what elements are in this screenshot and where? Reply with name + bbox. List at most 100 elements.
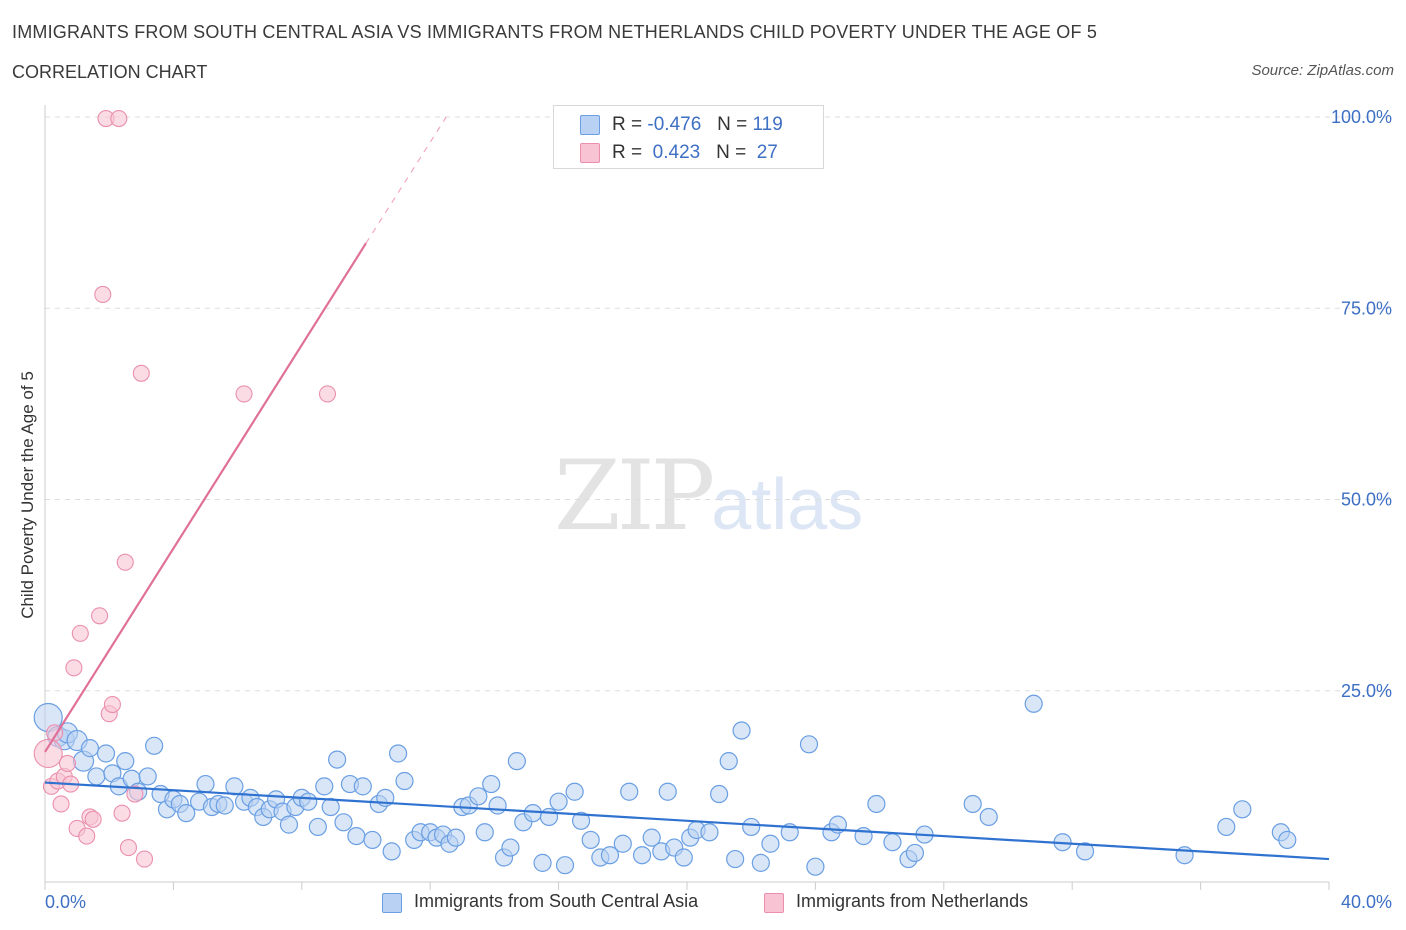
data-point-south-central-asia xyxy=(482,774,501,794)
grid-lines xyxy=(45,116,1389,692)
data-point-netherlands xyxy=(71,624,89,642)
data-point-south-central-asia xyxy=(719,752,738,771)
x-tick-label-max: 40.0% xyxy=(1341,892,1392,912)
data-point-south-central-asia xyxy=(315,777,334,796)
data-point-south-central-asia xyxy=(225,777,244,796)
y-tick-label: 50.0% xyxy=(1341,490,1392,510)
watermark: ZIPatlas xyxy=(554,440,863,552)
trend-line-south-central-asia xyxy=(44,781,1330,861)
n-value: 27 xyxy=(756,142,778,163)
legend-swatch-blue xyxy=(580,115,600,135)
data-point-south-central-asia xyxy=(539,807,559,827)
data-point-south-central-asia xyxy=(571,811,591,830)
data-point-netherlands xyxy=(135,850,154,868)
data-point-netherlands xyxy=(126,785,144,803)
data-point-south-central-asia xyxy=(867,794,886,814)
data-point-south-central-asia xyxy=(726,849,745,869)
bottom-legend-swatch-pink xyxy=(764,893,784,913)
data-point-south-central-asia xyxy=(1075,842,1095,861)
x-tick-label-min: 0.0% xyxy=(45,892,86,912)
series-south-central-asia xyxy=(33,694,1297,876)
bottom-legend-label: Immigrants from South Central Asia xyxy=(414,891,699,911)
data-point-south-central-asia xyxy=(905,843,925,863)
y-tick-label: 75.0% xyxy=(1341,298,1392,318)
data-point-south-central-asia xyxy=(700,823,719,842)
data-point-south-central-asia xyxy=(215,796,234,815)
data-point-netherlands xyxy=(94,285,112,304)
data-point-south-central-asia xyxy=(642,828,661,847)
data-point-south-central-asia xyxy=(138,767,157,786)
data-point-south-central-asia xyxy=(806,857,825,876)
data-point-south-central-asia xyxy=(299,792,318,811)
data-point-south-central-asia xyxy=(469,787,488,806)
correlation-legend: R = -0.476 N = 119 R = 0.423 N = 27 xyxy=(553,105,824,169)
data-point-south-central-asia xyxy=(80,739,100,758)
data-point-south-central-asia xyxy=(979,807,998,827)
data-point-south-central-asia xyxy=(742,817,761,837)
data-point-south-central-asia xyxy=(658,782,677,801)
data-point-south-central-asia xyxy=(549,792,568,811)
data-point-south-central-asia xyxy=(395,771,414,791)
data-point-south-central-asia xyxy=(334,813,353,832)
data-point-south-central-asia xyxy=(328,750,347,769)
data-point-south-central-asia xyxy=(732,721,751,740)
data-point-netherlands xyxy=(132,364,150,382)
data-point-south-central-asia xyxy=(555,856,575,875)
data-point-south-central-asia xyxy=(347,826,366,846)
data-point-south-central-asia xyxy=(87,767,106,786)
data-point-south-central-asia xyxy=(1278,830,1297,850)
data-point-netherlands xyxy=(318,385,337,403)
data-point-netherlands xyxy=(91,607,109,625)
n-label: N = xyxy=(716,142,747,163)
legend-text: R = 0.423 N = 27 xyxy=(612,142,778,164)
r-label: R = xyxy=(612,114,643,135)
data-point-south-central-asia xyxy=(761,834,780,853)
data-point-netherlands xyxy=(84,810,102,828)
data-point-netherlands xyxy=(113,804,131,822)
r-value: -0.476 xyxy=(647,114,702,135)
data-point-south-central-asia xyxy=(523,804,543,823)
trend-line-netherlands xyxy=(44,242,367,753)
data-point-south-central-asia xyxy=(613,834,632,853)
n-label: N = xyxy=(717,114,748,135)
data-point-south-central-asia xyxy=(488,796,507,815)
y-axis-label: Child Poverty Under the Age of 5 xyxy=(18,371,37,619)
axes xyxy=(44,105,1330,890)
bottom-legend-label: Immigrants from Netherlands xyxy=(796,891,1029,911)
watermark-atlas: atlas xyxy=(711,465,864,545)
data-point-south-central-asia xyxy=(1024,694,1043,713)
data-point-south-central-asia xyxy=(279,815,299,834)
data-point-south-central-asia xyxy=(116,752,135,771)
data-point-south-central-asia xyxy=(1217,817,1236,837)
tick-labels: 25.0% 50.0% 75.0% 100.0% 0.0% 40.0% xyxy=(45,107,1392,912)
data-point-netherlands xyxy=(33,738,63,769)
data-point-south-central-asia xyxy=(600,846,620,865)
data-point-south-central-asia xyxy=(475,823,494,842)
data-point-netherlands xyxy=(119,839,138,857)
data-point-netherlands xyxy=(65,659,83,677)
series-netherlands xyxy=(33,109,337,868)
data-point-netherlands xyxy=(52,795,70,813)
data-point-south-central-asia xyxy=(581,830,600,850)
data-point-south-central-asia xyxy=(799,735,819,754)
data-point-south-central-asia xyxy=(1233,800,1252,819)
legend-swatch-pink xyxy=(580,143,600,163)
data-point-south-central-asia xyxy=(196,774,215,794)
data-point-south-central-asia xyxy=(565,782,584,801)
chart-title: IMMIGRANTS FROM SOUTH CENTRAL ASIA VS IM… xyxy=(12,22,1098,42)
source-label: Source: ZipAtlas.com xyxy=(1251,62,1394,79)
data-point-south-central-asia xyxy=(674,848,693,867)
bottom-legend-swatch-blue xyxy=(382,893,402,913)
data-point-south-central-asia xyxy=(751,853,770,872)
data-point-south-central-asia xyxy=(382,842,401,861)
data-point-netherlands xyxy=(110,109,128,128)
data-point-netherlands xyxy=(58,754,77,772)
trend-lines xyxy=(44,116,1330,861)
trend-line-netherlands-extension xyxy=(365,116,447,244)
watermark-zip: ZIP xyxy=(554,440,715,552)
data-point-netherlands xyxy=(116,553,134,571)
data-point-south-central-asia xyxy=(389,744,408,763)
data-point-south-central-asia xyxy=(177,804,196,823)
data-point-south-central-asia xyxy=(963,794,982,814)
